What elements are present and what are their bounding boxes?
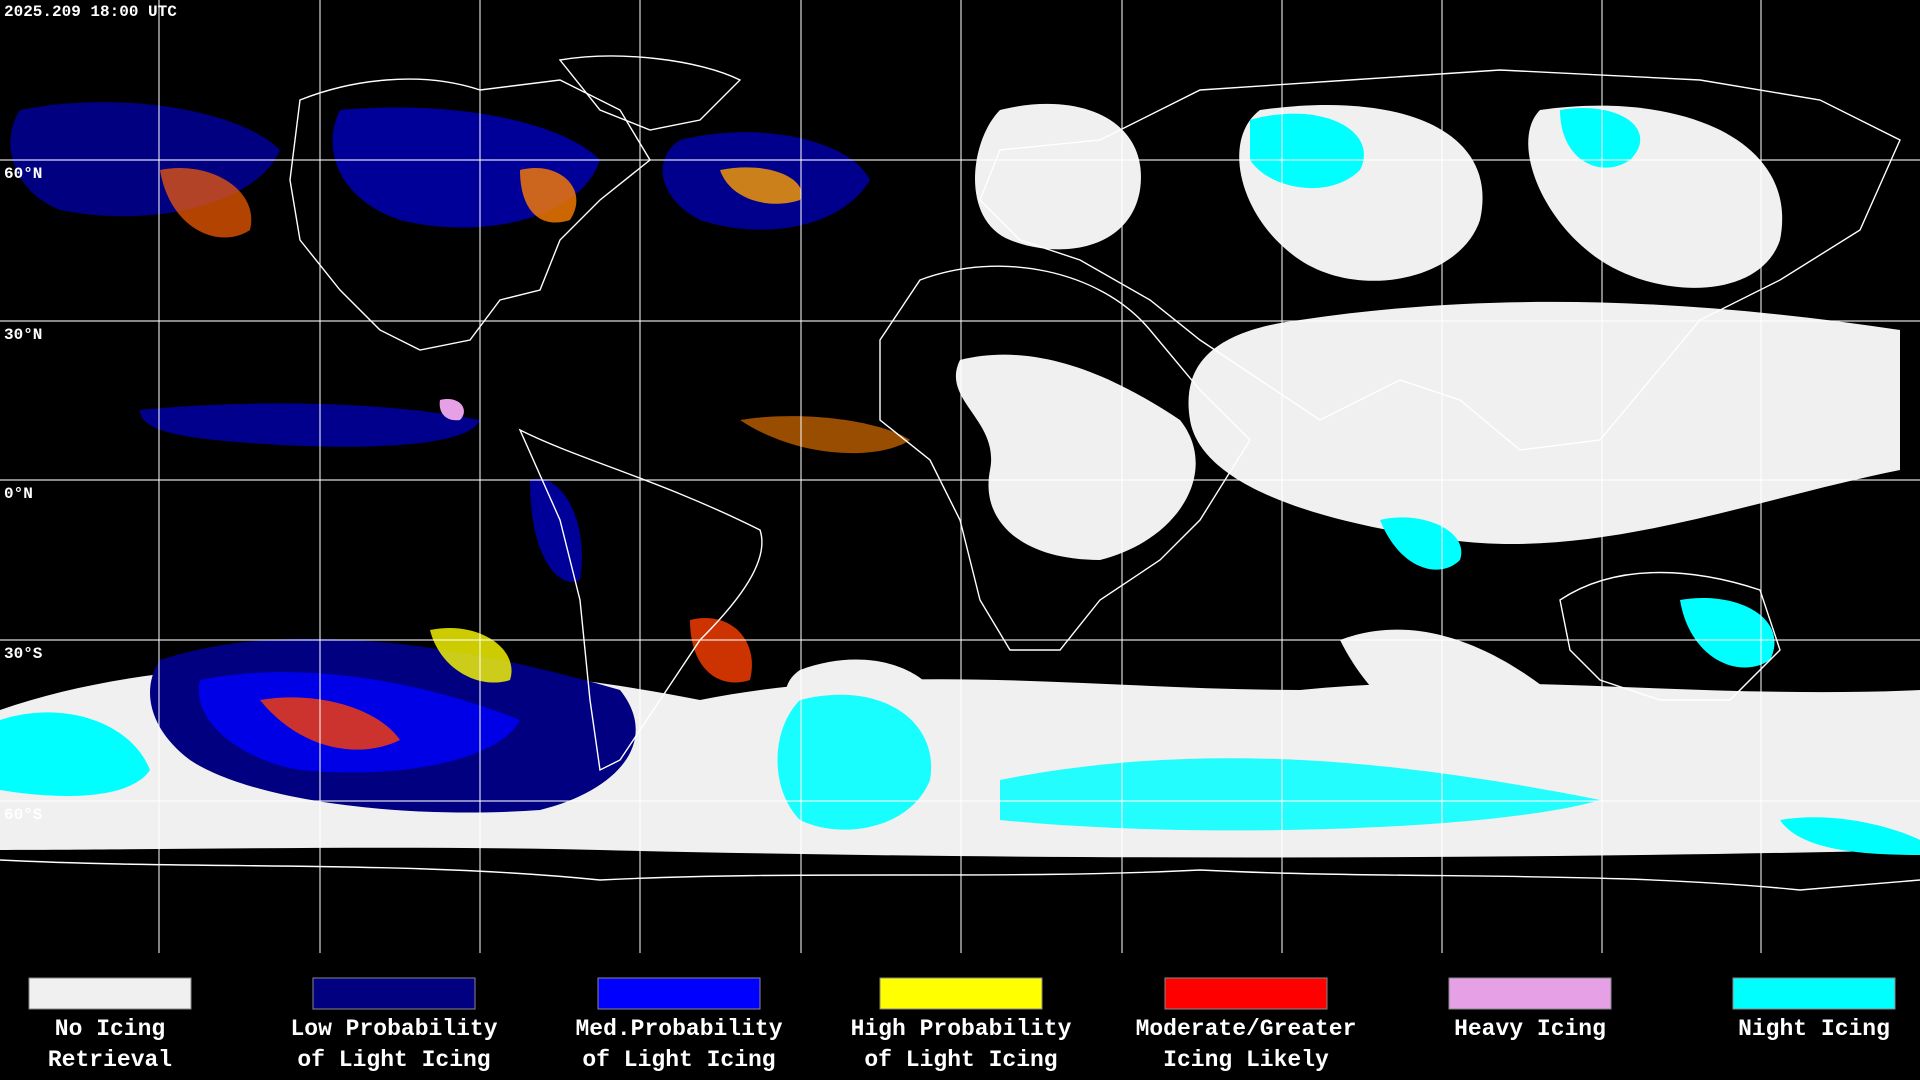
legend-swatch: [312, 977, 476, 1010]
latitude-label: 0°N: [4, 485, 33, 503]
timestamp: 2025.209 18:00 UTC: [4, 3, 177, 21]
legend-swatch: [597, 977, 761, 1010]
no-icing-region: [955, 354, 1196, 560]
moderate-region: [260, 697, 400, 750]
med-probability-region: [140, 403, 480, 447]
legend: No Icing Retrieval Low Probability of Light…: [0, 958, 1920, 1080]
latitude-label: 30°N: [4, 326, 42, 344]
moderate-region: [740, 416, 910, 454]
legend-label: Night Icing: [1738, 1016, 1890, 1042]
coastlines: [0, 55, 1920, 891]
legend-label: No Icing: [55, 1016, 165, 1042]
legend-label: Med.Probability: [575, 1016, 782, 1042]
night-icing-region: [777, 694, 932, 830]
legend-label: of Light Icing: [297, 1047, 490, 1073]
legend-label: of Light Icing: [582, 1047, 775, 1073]
heavy-icing-region: [439, 399, 464, 421]
no-icing-region: [1188, 301, 1900, 544]
legend-swatch: [879, 977, 1043, 1010]
night-icing-region: [1780, 817, 1920, 855]
night-icing-region: [0, 712, 150, 796]
legend-swatch: [1732, 977, 1896, 1010]
legend-label: Heavy Icing: [1454, 1016, 1606, 1042]
legend-label: High Probability: [851, 1016, 1072, 1042]
high-probability-region: [720, 167, 802, 204]
high-probability-region: [430, 628, 512, 683]
no-icing-region: [975, 103, 1141, 250]
legend-swatch: [1448, 977, 1612, 1010]
night-icing-region: [1250, 113, 1364, 189]
moderate-region: [520, 168, 577, 223]
legend-label: of Light Icing: [864, 1047, 1057, 1073]
latitude-label: 30°S: [4, 645, 43, 663]
night-icing-region: [1680, 598, 1775, 668]
legend-label: Icing Likely: [1163, 1047, 1329, 1073]
latitude-label: 60°N: [4, 165, 42, 183]
night-icing-region: [1000, 758, 1600, 831]
night-icing-region: [1380, 517, 1462, 570]
latitude-lines: 60°N 30°N 0°N 30°S 60°S: [0, 159, 1920, 824]
legend-swatch: [28, 977, 192, 1010]
legend-swatch: [1164, 977, 1328, 1010]
legend-label: Retrieval: [48, 1047, 172, 1073]
legend-label: Low Probability: [290, 1016, 497, 1042]
latitude-label: 60°S: [4, 806, 43, 824]
moderate-region: [160, 168, 252, 238]
graticule: [158, 0, 1762, 953]
no-icing-region: [1340, 629, 1560, 760]
legend-label: Moderate/Greater: [1136, 1016, 1357, 1042]
night-icing-region: [1560, 108, 1641, 168]
